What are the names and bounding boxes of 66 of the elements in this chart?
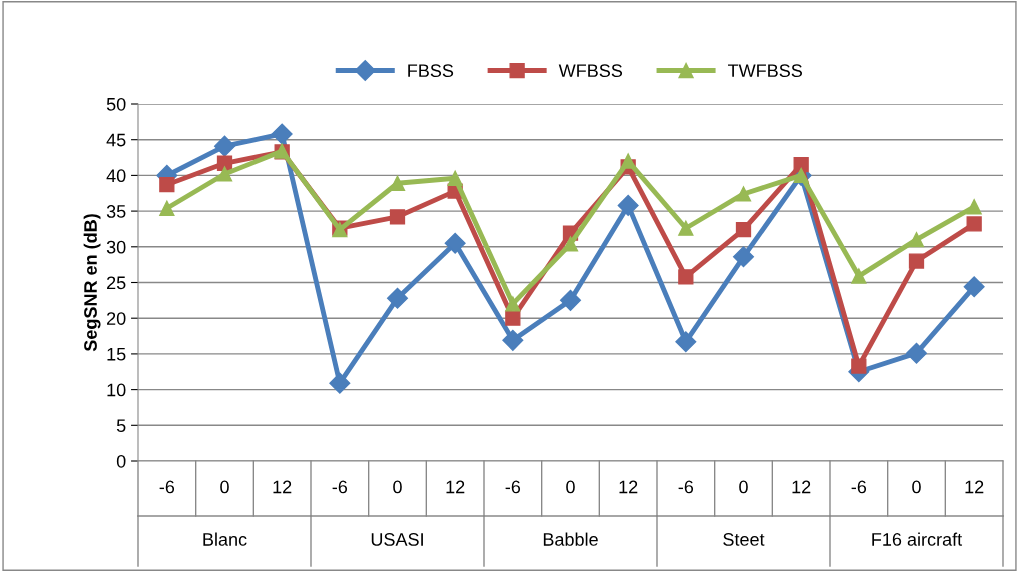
y-tick-label: 40 [106, 169, 126, 183]
point [851, 358, 867, 374]
point [444, 232, 466, 254]
point [851, 268, 867, 284]
y-tick-label: 25 [107, 276, 126, 290]
x-tick-label: -6 [332, 480, 348, 494]
point [620, 153, 636, 169]
text: Blanc [203, 532, 247, 546]
point [966, 199, 982, 215]
point [271, 123, 293, 145]
point [732, 246, 755, 268]
point [216, 166, 233, 182]
x-tick-label: 0 [220, 480, 229, 494]
text: Steet [723, 533, 765, 546]
point [329, 372, 351, 394]
x-tick-label: 0 [393, 480, 402, 494]
legend-label: WFBSS [558, 64, 623, 78]
point [905, 342, 928, 364]
x-tick-label: -6 [851, 480, 867, 494]
y-tick-label: 20 [107, 312, 126, 325]
point [678, 269, 694, 285]
text: F16 aircraft [872, 532, 963, 546]
point [213, 135, 236, 157]
point [793, 157, 809, 173]
point [908, 232, 925, 248]
point [675, 331, 697, 353]
legend-label: FBSS [408, 64, 454, 78]
y-axis-title: SegSNR en (dB) [83, 214, 101, 352]
point [505, 296, 521, 312]
x-tick-label: -6 [678, 480, 694, 494]
text: USASI [371, 533, 423, 546]
y-tick-label: 35 [106, 205, 126, 218]
x-tick-label: 12 [965, 480, 984, 494]
point [447, 170, 463, 186]
y-tick-label: 15 [107, 348, 126, 361]
x-tick-label: -6 [505, 480, 521, 494]
x-tick-label: 0 [739, 480, 748, 494]
point [735, 222, 752, 238]
y-tick-label: 50 [106, 97, 126, 111]
x-tick-label: -6 [159, 480, 175, 494]
y-tick-label: 30 [106, 240, 126, 254]
point [966, 216, 982, 232]
x-tick-label: 0 [912, 480, 921, 494]
point [502, 329, 524, 351]
x-tick-label: 0 [566, 480, 575, 494]
y-tick-label: 10 [107, 383, 126, 397]
point [908, 253, 925, 269]
y-tick-label: 5 [116, 419, 126, 433]
point [559, 289, 582, 311]
text: Babble [543, 532, 598, 546]
point [386, 287, 409, 309]
x-tick-label: 12 [273, 480, 292, 494]
point [735, 186, 752, 202]
point [159, 200, 175, 216]
point [159, 177, 175, 193]
y-tick-label: 0 [116, 454, 126, 468]
x-tick-label: 12 [792, 480, 811, 494]
point [389, 209, 406, 225]
point [678, 220, 694, 236]
point [963, 276, 985, 298]
x-tick-label: 12 [619, 480, 638, 494]
legend-label: TWFBSS [728, 64, 802, 78]
x-tick-label: 12 [446, 480, 465, 494]
point [617, 194, 639, 216]
point [505, 310, 521, 326]
y-tick-label: 45 [106, 133, 126, 147]
